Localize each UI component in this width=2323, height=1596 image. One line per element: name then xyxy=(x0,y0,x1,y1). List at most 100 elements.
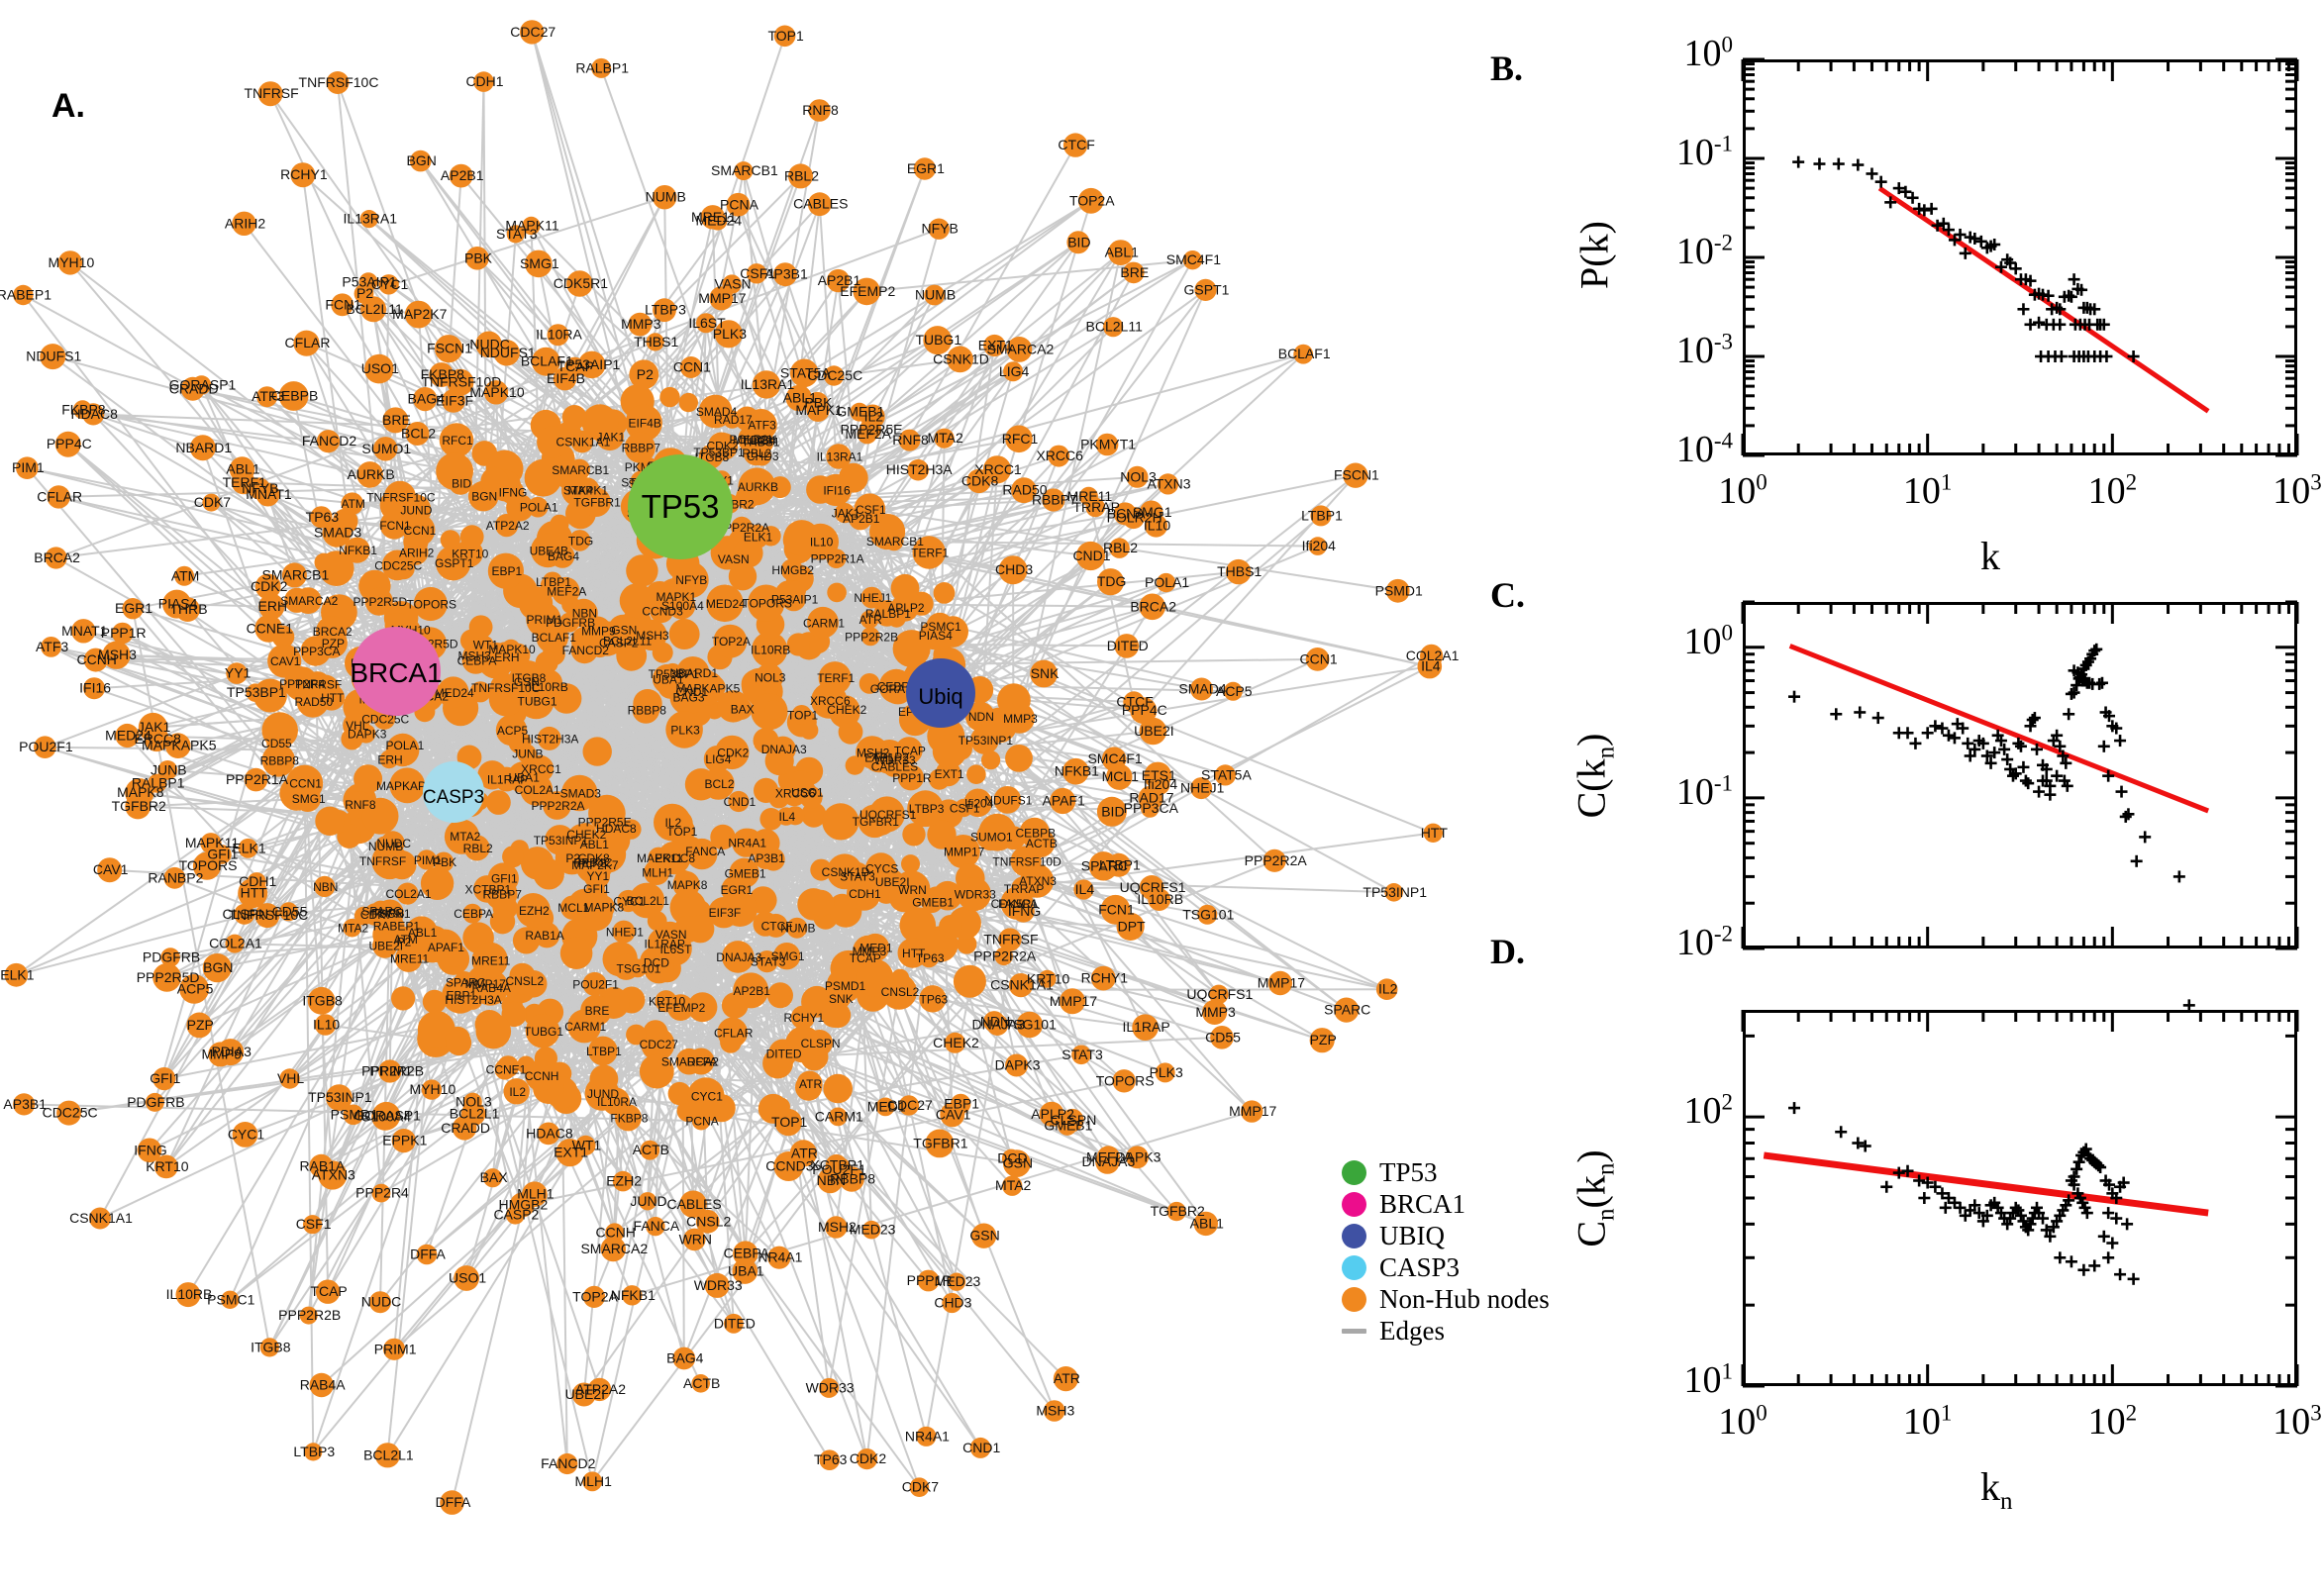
network-node[interactable] xyxy=(799,721,819,740)
network-node[interactable] xyxy=(175,1282,201,1308)
network-node[interactable] xyxy=(1066,231,1090,254)
network-node[interactable] xyxy=(826,967,862,1004)
network-node[interactable] xyxy=(232,211,256,236)
network-node[interactable] xyxy=(354,764,383,794)
network-node[interactable] xyxy=(728,562,758,591)
network-node[interactable] xyxy=(16,456,39,480)
network-node[interactable] xyxy=(734,161,754,181)
network-node[interactable] xyxy=(97,857,123,883)
network-node[interactable] xyxy=(416,1244,438,1265)
network-node[interactable] xyxy=(696,313,716,334)
network-node[interactable] xyxy=(589,621,625,656)
network-node[interactable] xyxy=(672,870,700,899)
network-node[interactable] xyxy=(695,1209,720,1234)
network-node[interactable] xyxy=(396,882,419,905)
network-node[interactable] xyxy=(667,1081,691,1106)
network-node[interactable] xyxy=(1139,593,1165,621)
network-node[interactable] xyxy=(1019,817,1051,848)
network-node[interactable] xyxy=(383,1338,406,1360)
network-node[interactable] xyxy=(1030,659,1058,688)
network-node[interactable] xyxy=(326,1084,353,1111)
network-node[interactable] xyxy=(970,1223,997,1248)
network-node[interactable] xyxy=(1423,823,1444,843)
network-node[interactable] xyxy=(780,558,803,581)
network-node[interactable] xyxy=(1006,337,1033,362)
network-node[interactable] xyxy=(1123,261,1145,284)
network-node[interactable] xyxy=(391,986,416,1011)
network-node[interactable] xyxy=(801,802,827,828)
network-node[interactable] xyxy=(819,1377,840,1398)
network-node[interactable] xyxy=(1194,278,1217,301)
network-node[interactable] xyxy=(976,822,1005,851)
network-node[interactable] xyxy=(533,858,564,890)
network-node[interactable] xyxy=(981,750,1001,770)
network-node[interactable] xyxy=(747,833,766,853)
network-node[interactable] xyxy=(1095,433,1119,456)
hub-node-ubiq[interactable] xyxy=(906,658,975,728)
network-node[interactable] xyxy=(1012,900,1035,923)
network-node[interactable] xyxy=(612,1170,634,1192)
network-node[interactable] xyxy=(588,1036,618,1066)
network-node[interactable] xyxy=(254,614,283,643)
network-node[interactable] xyxy=(1226,558,1252,585)
network-node[interactable] xyxy=(917,1269,940,1292)
network-node[interactable] xyxy=(818,661,852,695)
network-node[interactable] xyxy=(1148,888,1171,911)
network-node[interactable] xyxy=(925,1129,955,1158)
network-node[interactable] xyxy=(624,432,656,463)
network-node[interactable] xyxy=(465,246,489,270)
network-node[interactable] xyxy=(341,492,364,515)
network-node[interactable] xyxy=(1003,361,1024,382)
network-node[interactable] xyxy=(942,1292,962,1314)
network-node[interactable] xyxy=(997,683,1031,718)
network-node[interactable] xyxy=(899,907,937,944)
network-node[interactable] xyxy=(919,985,947,1013)
network-node[interactable] xyxy=(786,917,808,939)
network-node[interactable] xyxy=(897,938,928,968)
network-node[interactable] xyxy=(537,726,561,750)
network-node[interactable] xyxy=(966,764,986,784)
network-node[interactable] xyxy=(666,994,694,1021)
network-node[interactable] xyxy=(47,485,70,509)
network-node[interactable] xyxy=(1096,1146,1121,1169)
network-node[interactable] xyxy=(343,1104,364,1126)
network-node[interactable] xyxy=(1011,477,1037,504)
network-node[interactable] xyxy=(934,428,955,449)
network-node[interactable] xyxy=(326,71,350,94)
network-node[interactable] xyxy=(613,953,640,980)
hub-node-tp53[interactable] xyxy=(628,454,733,559)
network-node[interactable] xyxy=(701,1092,731,1122)
network-node[interactable] xyxy=(256,386,278,408)
network-node[interactable] xyxy=(577,350,606,379)
network-node[interactable] xyxy=(998,555,1028,585)
network-node[interactable] xyxy=(477,760,507,790)
network-node[interactable] xyxy=(1097,568,1125,596)
network-node[interactable] xyxy=(947,1272,966,1291)
network-node[interactable] xyxy=(1053,1366,1078,1392)
network-node[interactable] xyxy=(13,1093,36,1116)
network-node[interactable] xyxy=(1144,761,1172,790)
network-node[interactable] xyxy=(372,933,398,958)
network-node[interactable] xyxy=(436,452,473,490)
network-node[interactable] xyxy=(463,835,490,861)
network-node[interactable] xyxy=(860,627,880,647)
network-node[interactable] xyxy=(1060,988,1085,1015)
network-node[interactable] xyxy=(559,612,580,633)
network-node[interactable] xyxy=(304,1443,323,1461)
network-node[interactable] xyxy=(783,520,820,556)
network-node[interactable] xyxy=(957,877,991,912)
network-node[interactable] xyxy=(520,20,545,45)
network-node[interactable] xyxy=(381,549,413,581)
network-node[interactable] xyxy=(371,1103,399,1131)
network-node[interactable] xyxy=(1075,541,1106,571)
network-node[interactable] xyxy=(189,435,216,461)
network-node[interactable] xyxy=(13,284,34,306)
network-node[interactable] xyxy=(722,891,758,927)
network-node[interactable] xyxy=(629,359,659,390)
network-node[interactable] xyxy=(238,838,258,858)
network-node[interactable] xyxy=(1155,1062,1175,1083)
network-node[interactable] xyxy=(703,746,732,773)
network-node[interactable] xyxy=(1090,965,1116,991)
network-node[interactable] xyxy=(1223,681,1243,701)
network-node[interactable] xyxy=(858,673,880,694)
